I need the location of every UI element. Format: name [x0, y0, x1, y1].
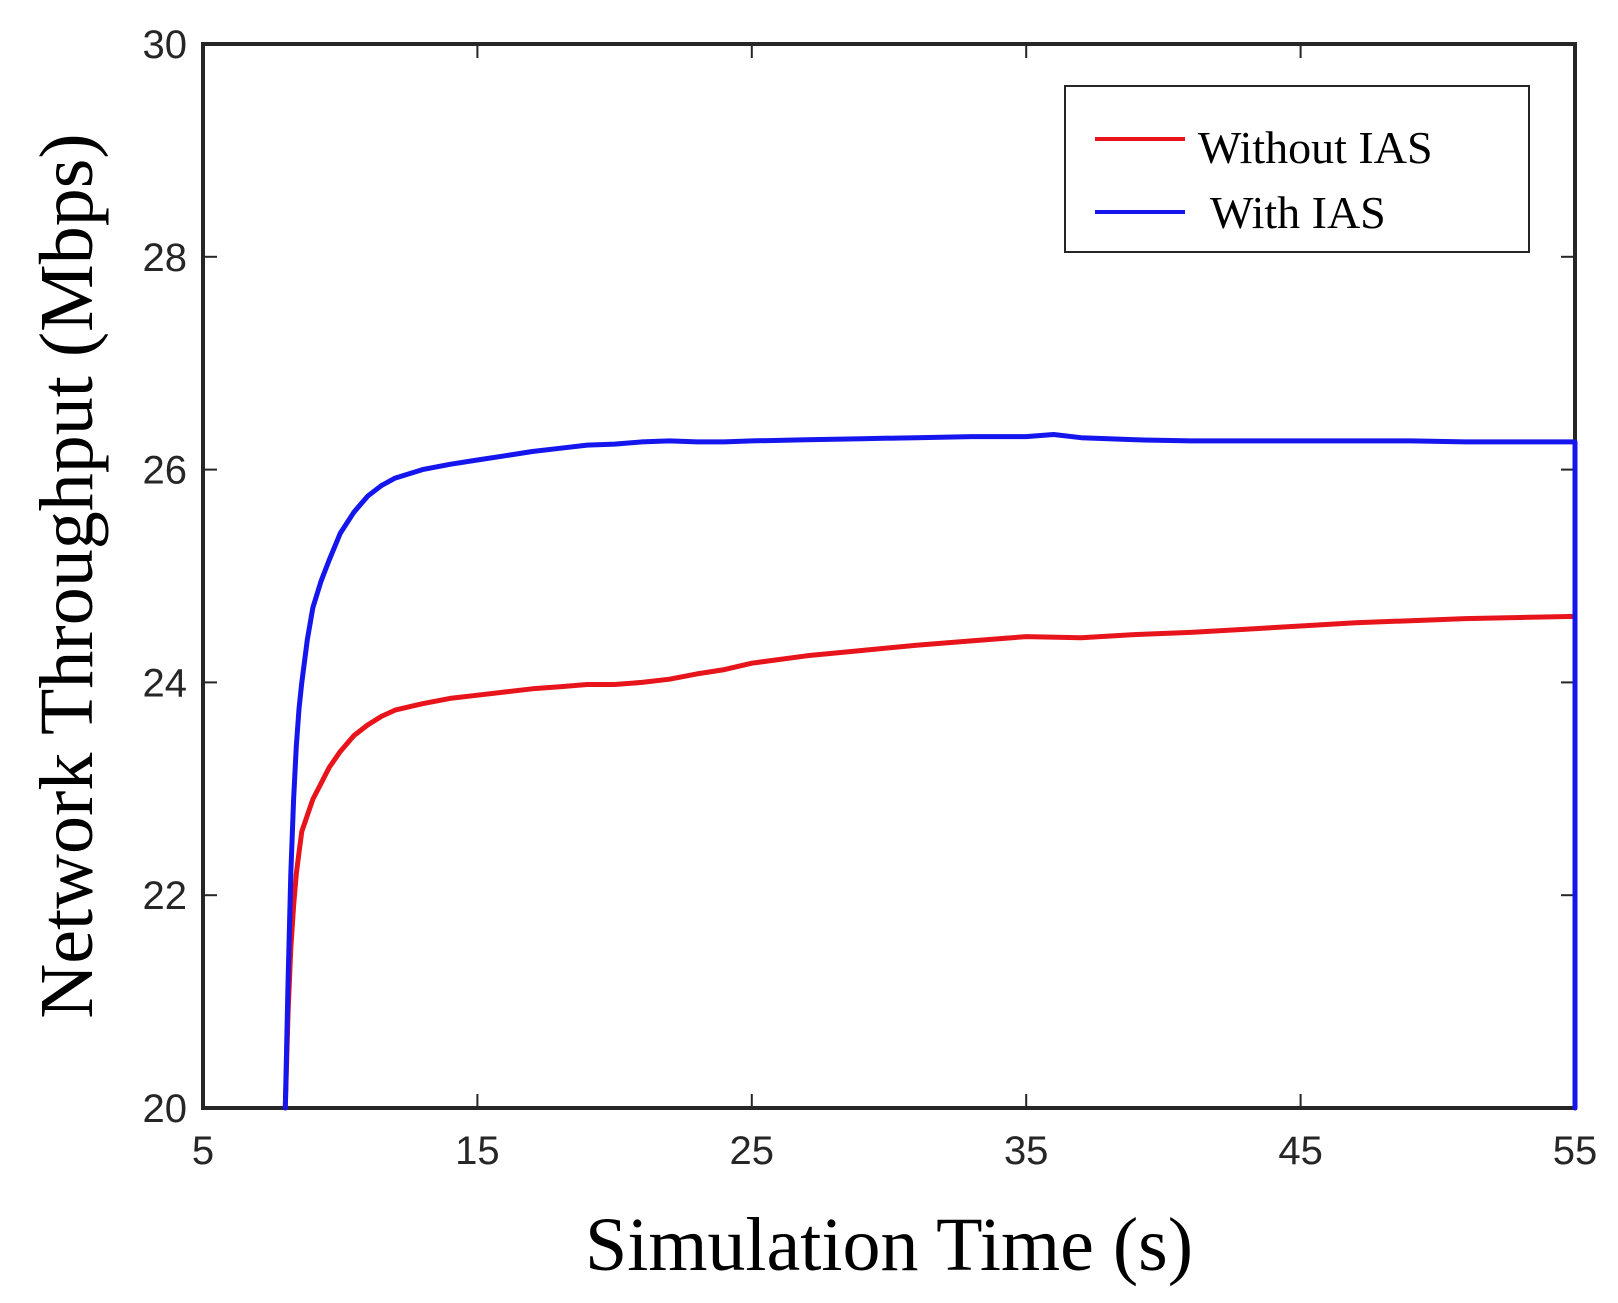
y-tick-label: 24	[143, 661, 188, 705]
y-tick-label: 22	[143, 874, 188, 918]
series-lines	[282, 432, 1578, 1111]
x-tick-labels: 5 15 25 35 45 55	[192, 1129, 1597, 1173]
legend-label-with-ias: With IAS	[1210, 187, 1386, 238]
y-tick-label: 20	[143, 1087, 188, 1131]
x-tick-label: 45	[1278, 1129, 1323, 1173]
y-tick-label: 28	[143, 236, 188, 280]
x-axis-title: Simulation Time (s)	[585, 1203, 1193, 1287]
x-tick-label: 15	[455, 1129, 500, 1173]
legend: Without IAS With IAS	[1064, 85, 1530, 253]
y-tick-labels: 20 22 24 26 28 30	[143, 23, 188, 1131]
legend-box	[1064, 85, 1530, 253]
x-tick-label: 25	[730, 1129, 775, 1173]
series-line-without-ias	[282, 613, 1578, 1111]
y-axis-title: Network Throughput (Mbps)	[25, 133, 109, 1018]
x-tick-label: 35	[1004, 1129, 1049, 1173]
legend-label-without-ias: Without IAS	[1198, 122, 1433, 173]
y-tick-label: 26	[143, 449, 188, 493]
x-tick-label: 55	[1553, 1129, 1598, 1173]
series-line-with-ias	[282, 432, 1578, 1111]
x-tick-label: 5	[192, 1129, 214, 1173]
y-tick-label: 30	[143, 23, 188, 67]
